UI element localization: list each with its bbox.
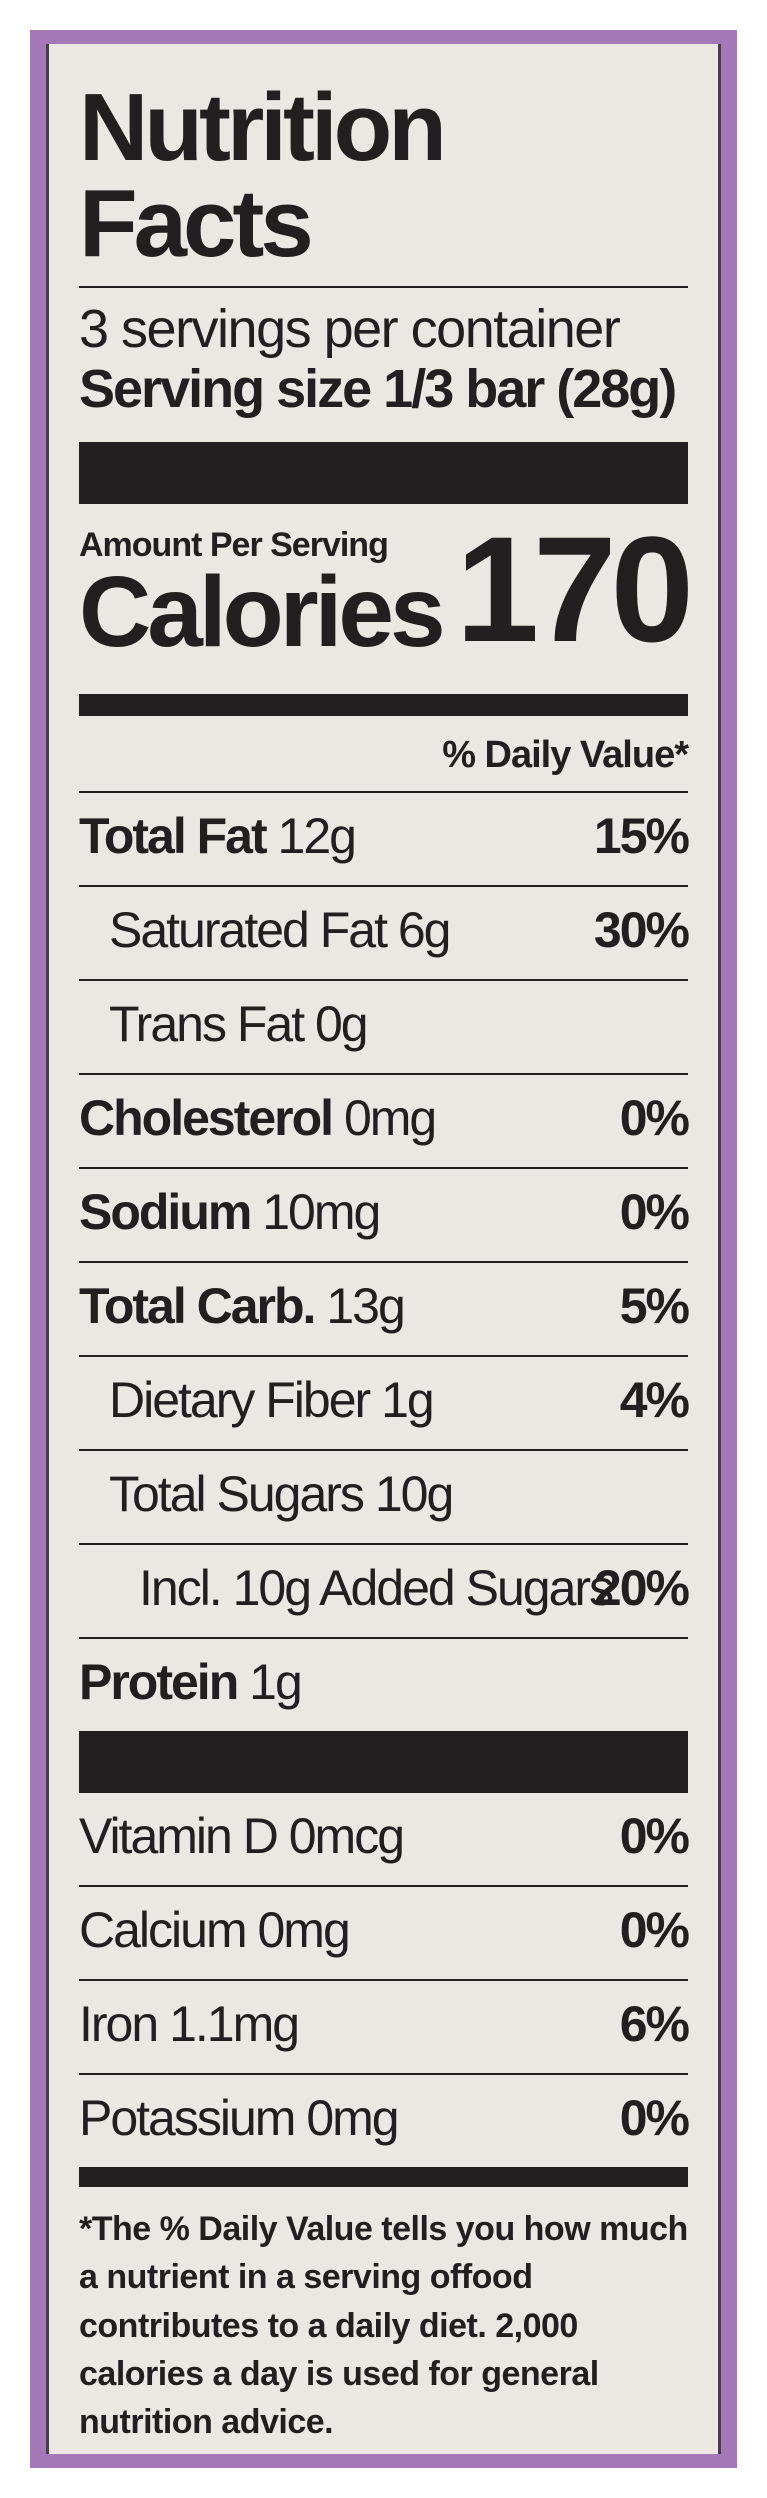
nutrient-dv: 15%: [593, 808, 690, 864]
label-title: Nutrition Facts: [79, 74, 447, 277]
vitamin-dv: 0%: [619, 1902, 690, 1958]
amount-per-serving: Amount Per Serving: [79, 526, 389, 564]
nutrient-row: Incl. 10g Added Sugars 20%: [79, 1543, 690, 1637]
nutrient-row: Protein 1g: [79, 1637, 688, 1731]
thick-divider-vitamins: [79, 1731, 688, 1793]
nutrient-row: Total Fat 12g 15%: [79, 791, 690, 885]
daily-value-footnote: *The % Daily Value tells you how much a …: [79, 2210, 688, 2442]
nutrient-dv: 0%: [619, 1184, 690, 1240]
vitamin-name-amount: Calcium 0mg: [79, 1902, 351, 1958]
calories-value: 170: [455, 505, 694, 673]
label-panel: Nutrition Facts 3 servings per container…: [46, 44, 721, 2454]
nutrient-row: Total Carb. 13g 5%: [79, 1261, 690, 1355]
nutrient-row: Total Sugars 10g: [79, 1449, 688, 1543]
vitamins-section: Vitamin D 0mcg 0% Calcium 0mg 0% Iron 1.…: [79, 1793, 690, 2167]
nutrient-name-amount: Total Carb. 13g: [79, 1278, 406, 1334]
serving-size-value: 1/3 bar (28g): [383, 359, 677, 419]
nutrient-name-amount: Dietary Fiber 1g: [109, 1372, 435, 1428]
vitamin-dv: 0%: [619, 1808, 690, 1864]
nutrient-row: Sodium 10mg 0%: [79, 1167, 690, 1261]
calories-section: Amount Per Serving Calories 170: [79, 504, 694, 694]
vitamin-row: Vitamin D 0mcg 0%: [79, 1793, 690, 1885]
calories-divider: [79, 694, 688, 716]
serving-size: Serving size 1/3 bar (28g): [79, 362, 688, 416]
servings-per-container: 3 servings per container: [79, 299, 621, 359]
vitamin-name-amount: Vitamin D 0mcg: [79, 1808, 405, 1864]
nutrition-facts-label: Nutrition Facts 3 servings per container…: [79, 62, 694, 2446]
nutrient-name-amount: Cholesterol 0mg: [79, 1090, 437, 1146]
nutrient-row: Saturated Fat 6g 30%: [79, 885, 690, 979]
nutrient-dv: 0%: [619, 1090, 690, 1146]
nutrient-row: Trans Fat 0g: [79, 979, 688, 1073]
title-rule: [79, 286, 688, 288]
serving-size-label: Serving size: [79, 359, 372, 419]
nutrient-name-amount: Sodium 10mg: [79, 1184, 381, 1240]
vitamin-name-amount: Potassium 0mg: [79, 2090, 400, 2146]
nutrient-dv: 4%: [619, 1372, 690, 1428]
vitamin-dv: 6%: [619, 1996, 690, 2052]
nutrient-row: Dietary Fiber 1g 4%: [79, 1355, 690, 1449]
vitamin-row: Iron 1.1mg 6%: [79, 1979, 690, 2073]
thick-divider-top: [79, 442, 688, 504]
vitamin-row: Calcium 0mg 0%: [79, 1885, 690, 1979]
nutrient-row: Cholesterol 0mg 0%: [79, 1073, 690, 1167]
nutrient-name-amount: Incl. 10g Added Sugars: [139, 1560, 614, 1616]
nutrient-dv: 20%: [593, 1560, 690, 1616]
nutrient-name-amount: Saturated Fat 6g: [109, 902, 451, 958]
vitamin-name-amount: Iron 1.1mg: [79, 1996, 300, 2052]
nutrient-name-amount: Trans Fat 0g: [109, 996, 369, 1052]
daily-value-header: % Daily Value*: [442, 734, 689, 776]
nutrient-name-amount: Protein 1g: [79, 1654, 303, 1710]
nutrient-dv: 30%: [593, 902, 690, 958]
vitamin-dv: 0%: [619, 2090, 690, 2146]
nutrient-dv: 5%: [619, 1278, 690, 1334]
nutrient-name-amount: Total Sugars 10g: [109, 1466, 454, 1522]
calories-label: Calories: [79, 556, 446, 668]
nutrient-name-amount: Total Fat 12g: [79, 808, 357, 864]
footnote-divider: [79, 2167, 688, 2187]
vitamin-row: Potassium 0mg 0%: [79, 2073, 690, 2167]
label-frame: Nutrition Facts 3 servings per container…: [30, 30, 737, 2468]
